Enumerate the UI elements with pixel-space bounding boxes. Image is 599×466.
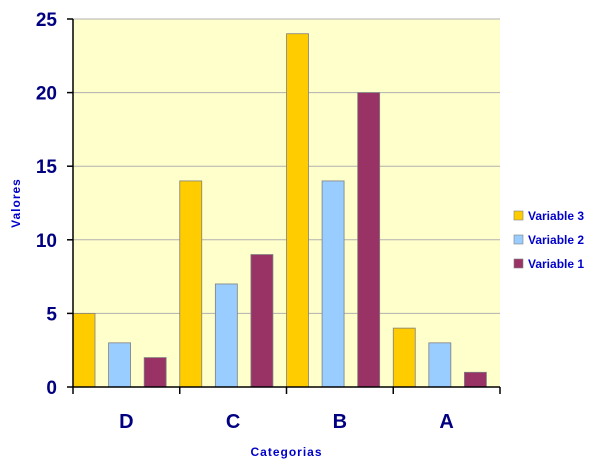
legend-label: Variable 3: [528, 209, 584, 223]
bar-variable-2-c: [214, 283, 238, 388]
legend-label: Variable 2: [528, 233, 584, 247]
y-tick-label: 10: [36, 231, 57, 252]
legend-swatch: [513, 234, 524, 245]
bar-variable-3-a: [392, 327, 416, 388]
y-tick-label: 5: [46, 304, 57, 325]
axes: [72, 19, 501, 394]
legend: Variable 3 Variable 2 Variable 1: [513, 209, 584, 271]
bar-variable-2-d: [108, 342, 131, 388]
x-tick-label: C: [226, 411, 240, 433]
bar-variable-3-d: [72, 312, 96, 388]
bar-variable-1-d: [143, 357, 167, 388]
legend-swatch: [513, 210, 524, 221]
bar-variable-3-c: [179, 180, 203, 388]
x-axis-label: Categorias: [250, 445, 322, 459]
bar-variable-1-c: [250, 254, 274, 388]
legend-label: Variable 1: [528, 257, 584, 271]
x-tick-label: A: [439, 411, 453, 433]
legend-swatch: [513, 258, 524, 269]
bar-variable-1-a: [464, 371, 487, 388]
y-tick-label: 0: [46, 378, 57, 399]
y-tick-label: 15: [36, 157, 58, 178]
bar-variable-2-a: [428, 342, 452, 388]
bar-variable-1-b: [357, 92, 381, 388]
bar-variable-2-b: [321, 180, 345, 388]
x-tick-label: D: [119, 411, 133, 433]
y-axis-label: Valores: [9, 178, 23, 228]
tick-labels: 0 5 10 15 20 25 D C B A: [36, 10, 454, 433]
y-tick-label: 25: [36, 10, 58, 31]
bar-variable-3-b: [286, 33, 309, 388]
y-tick-label: 20: [36, 84, 57, 105]
x-tick-label: B: [333, 411, 347, 433]
